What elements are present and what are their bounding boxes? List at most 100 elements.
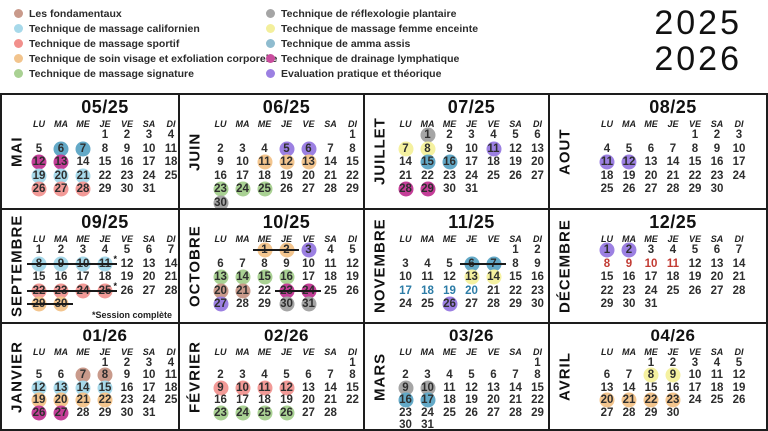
week-row: 18 19 20 21 22 23 24 xyxy=(596,169,750,183)
day-cell xyxy=(505,357,527,370)
day-number: 26 xyxy=(622,183,636,196)
day-cell: 13 xyxy=(483,382,505,395)
course-dot xyxy=(442,154,457,170)
day-number: 11 xyxy=(324,257,337,270)
day-number: 27 xyxy=(54,406,68,419)
day-cell: 9 xyxy=(439,142,461,156)
day-cell xyxy=(640,129,662,143)
month-mai: MAI 05/25 LU MA ME JE VE SA DI 1 2 3 4 5 6 7 8 9 10 11 12 13 1… xyxy=(2,95,180,210)
day-cell xyxy=(320,129,342,143)
day-number: 26 xyxy=(120,284,134,297)
legend-color-dot-icon xyxy=(14,39,23,48)
weeks: 1 2 3 4 5 6 7 8 9 10 11 12 13 14 15 16 17 18 19 20 21 22 23 24 2… xyxy=(395,357,549,429)
day-number: 10 xyxy=(399,271,412,284)
course-dot xyxy=(31,392,47,408)
day-cell: 14 xyxy=(505,382,527,395)
day-cell: 23 xyxy=(210,405,232,421)
day-number: 10 xyxy=(142,369,156,382)
week-row: 24 25 26 27 28 29 30 xyxy=(395,296,549,312)
day-number: 26 xyxy=(443,298,456,311)
day-number: 1 xyxy=(603,244,611,257)
day-cell: 23 xyxy=(662,392,684,408)
day-number: 19 xyxy=(280,169,293,182)
day-cell: 20 xyxy=(50,392,72,408)
day-cell: 3 xyxy=(461,129,483,143)
day-number: 14 xyxy=(487,271,500,284)
day-cell: 20 xyxy=(483,394,505,407)
day-number: 5 xyxy=(283,142,290,155)
day-number: 1 xyxy=(349,356,356,369)
day-cell xyxy=(618,357,640,370)
week-row: 16 17 18 19 20 21 22 xyxy=(210,169,364,183)
week-row: 16 17 18 19 20 21 22 xyxy=(395,392,549,408)
day-cell: 11 xyxy=(417,271,439,285)
day-cell: 14 xyxy=(72,156,94,170)
month-fevrier: FÉVRIER 02/26 LU MA ME JE VE SA DI 1 2 3 4 5 6 7 8 9 10 11 1… xyxy=(180,324,365,429)
day-number: 21 xyxy=(399,169,412,182)
day-number: 31 xyxy=(142,183,156,196)
day-cell: 1 xyxy=(342,357,364,370)
day-cell xyxy=(298,196,320,208)
day-cell: 9 xyxy=(210,156,232,170)
day-cell xyxy=(439,357,461,370)
week-row: 2 3 4 5 6 7 8 xyxy=(210,141,364,157)
course-dot xyxy=(75,392,91,408)
day-cell: 3 xyxy=(72,244,94,258)
course-dot xyxy=(621,392,637,408)
weekday-label: ME xyxy=(257,118,272,129)
day-number: 28 xyxy=(236,298,249,311)
day-number: 23 xyxy=(443,169,456,182)
day-cell: 25 xyxy=(662,284,684,298)
course-dot xyxy=(235,283,250,299)
day-cell: 17 xyxy=(138,382,160,395)
day-number: 12 xyxy=(280,381,293,394)
day-cell: 22 xyxy=(596,284,618,298)
day-cell: 9 xyxy=(706,142,728,156)
day-number: 13 xyxy=(644,156,658,169)
week-row: 5 6 7 8 9 10 11 xyxy=(28,367,178,383)
session-complete-asterisk: * xyxy=(113,254,117,265)
week-row: 5 6 7 8 9 10 11 xyxy=(28,141,178,157)
weekday-label: SA xyxy=(142,118,156,129)
day-number: 5 xyxy=(349,244,356,257)
day-cell: 7 xyxy=(320,142,342,156)
legend-label: Technique de amma assis xyxy=(281,37,411,50)
month-name: AOUT xyxy=(556,128,574,175)
day-cell: 15 xyxy=(417,154,439,170)
day-cell: 12 xyxy=(28,154,50,170)
day-number: 18 xyxy=(666,271,680,284)
day-number: 25 xyxy=(443,406,456,419)
month-title: 03/26 xyxy=(448,326,495,345)
day-cell: 25 xyxy=(483,169,505,183)
weekday-label: MA xyxy=(54,118,68,129)
day-cell: 13 xyxy=(138,257,160,271)
day-cell xyxy=(662,298,684,312)
month-calendar: 11/25 LU MA ME JE VE SA DI 1 2 3 4 5 6 7 8 9 10 11 12 13 14 15… xyxy=(395,210,548,322)
day-cell xyxy=(461,419,483,429)
course-dot xyxy=(75,367,91,383)
day-number: 18 xyxy=(710,381,724,394)
day-cell: 10 xyxy=(417,380,439,396)
day-number: 14 xyxy=(399,156,412,169)
day-cell: 11 * xyxy=(93,254,117,272)
day-cell: 10 xyxy=(395,271,417,285)
day-number: 14 xyxy=(164,257,178,270)
day-number: 25 xyxy=(258,183,271,196)
weekday-label: JE xyxy=(465,118,477,129)
day-cell: 3 xyxy=(232,369,254,382)
day-cell: 12 xyxy=(684,257,706,271)
day-number: 21 xyxy=(164,271,178,284)
day-number: 10 xyxy=(76,257,90,270)
day-cell xyxy=(254,357,276,370)
day-number: 20 xyxy=(54,394,68,407)
day-number: 17 xyxy=(142,156,156,169)
day-number: 25 xyxy=(164,169,178,182)
day-cell: 18 xyxy=(483,156,505,170)
weekday-label: JE xyxy=(280,233,292,244)
day-number: 16 xyxy=(54,271,68,284)
weekday-label: LU xyxy=(601,118,613,129)
month-title: 10/25 xyxy=(262,212,311,232)
day-cell xyxy=(417,244,439,258)
day-number: 11 xyxy=(164,369,178,382)
day-number: 13 xyxy=(710,257,724,270)
